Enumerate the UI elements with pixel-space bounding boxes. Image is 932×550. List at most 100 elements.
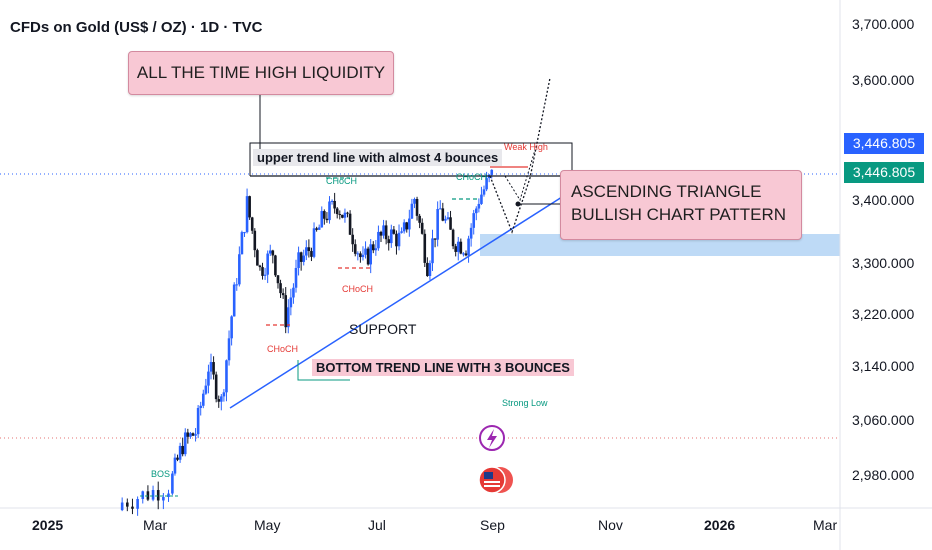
candle-body	[194, 434, 197, 436]
candle-body	[415, 198, 419, 216]
candle-body	[353, 244, 357, 254]
candle-body	[371, 244, 375, 251]
candle-body	[146, 491, 150, 500]
us-flag-event-icon[interactable]	[478, 466, 506, 494]
projection-path-alt	[504, 149, 536, 202]
candle-body	[320, 211, 324, 228]
candle-body	[464, 253, 468, 256]
candle-body	[305, 247, 308, 256]
candle-body	[482, 189, 486, 195]
strong-low-label: Strong Low	[502, 398, 548, 408]
candle-body	[436, 209, 439, 240]
candle-body	[454, 246, 457, 252]
candle-body	[459, 241, 463, 254]
candle-body	[173, 457, 177, 474]
candle-body	[369, 244, 372, 265]
candle-body	[240, 232, 244, 255]
candle-body	[167, 493, 170, 497]
liquidity-callout[interactable]: ALL THE TIME HIGH LIQUIDITY	[128, 51, 394, 95]
candle-body	[402, 222, 406, 232]
candle-body	[333, 200, 336, 209]
candle-body	[312, 228, 316, 257]
candle-body	[253, 230, 257, 251]
candle-body	[232, 284, 236, 317]
us-flag-canton-icon	[484, 472, 493, 479]
candle-body	[209, 362, 213, 372]
price-tick: 3,220.000	[852, 306, 915, 322]
candle-body	[183, 432, 187, 455]
time-label: Mar	[143, 517, 168, 533]
candle-body	[279, 283, 282, 294]
candle-body	[225, 360, 228, 393]
candle-body	[359, 253, 362, 258]
candle-body	[191, 433, 195, 436]
candle-body	[263, 274, 267, 276]
candles	[120, 169, 494, 516]
price-tick: 3,700.000	[852, 16, 915, 32]
triangle-pointer-dot	[515, 201, 521, 207]
candle-body	[207, 371, 210, 386]
candle-body	[315, 228, 318, 230]
candle-body	[480, 194, 483, 204]
candle-body	[294, 267, 298, 288]
candle-body	[151, 490, 155, 500]
price-tick: 3,400.000	[852, 192, 915, 208]
price-tick: 3,600.000	[852, 72, 915, 88]
triangle-callout[interactable]: ASCENDING TRIANGLE BULLISH CHART PATTERN	[560, 170, 802, 240]
candle-body	[377, 231, 380, 249]
candle-body	[186, 432, 190, 437]
bottom-trend-label[interactable]: BOTTOM TREND LINE WITH 3 BOUNCES	[312, 359, 574, 376]
time-label: 2025	[32, 517, 64, 533]
candle-body	[214, 374, 218, 400]
price-tick: 3,060.000	[852, 412, 915, 428]
candle-body	[467, 238, 470, 256]
candle-body	[126, 502, 129, 507]
candle-body	[189, 433, 192, 437]
time-label: May	[254, 517, 281, 533]
candle-body	[136, 499, 139, 509]
candle-body	[317, 227, 321, 230]
projection-path	[489, 77, 551, 234]
candle-body	[156, 490, 160, 501]
candle-body	[178, 445, 182, 460]
upper-trend-box	[249, 142, 573, 176]
candle-body	[196, 407, 200, 435]
price-tick: 3,300.000	[852, 255, 915, 271]
candle-body	[222, 392, 226, 397]
support-label: SUPPORT	[349, 321, 417, 337]
candle-body	[413, 198, 416, 204]
candle-body	[426, 262, 429, 276]
choch-label: CHoCH	[326, 176, 357, 186]
price-tag-blue: 3,446.805	[844, 133, 924, 154]
candle-body	[245, 196, 249, 233]
time-label: Sep	[480, 517, 505, 533]
candle-body	[238, 254, 241, 285]
candle-body	[204, 385, 208, 394]
candle-body	[235, 284, 239, 286]
candle-body	[141, 491, 145, 500]
triangle-callout-line2: BULLISH CHART PATTERN	[571, 205, 787, 224]
candle-body	[449, 217, 452, 230]
candle-body	[217, 399, 221, 402]
candle-body	[227, 338, 231, 361]
time-label: Nov	[598, 517, 623, 533]
lightning-bolt-icon	[487, 429, 497, 448]
support-trend-line	[229, 196, 563, 409]
candle-body	[212, 362, 215, 375]
upper-trend-label[interactable]: upper trend line with almost 4 bounces	[253, 149, 503, 166]
candle-body	[428, 263, 432, 276]
chart-title: CFDs on Gold (US$ / OZ) · 1D · TVC	[10, 19, 263, 36]
candle-body	[364, 248, 367, 255]
candle-body	[423, 233, 427, 263]
candle-body	[348, 213, 352, 235]
candle-body	[469, 227, 473, 239]
candle-body	[274, 255, 277, 276]
bos-label: BOS	[151, 469, 170, 479]
choch-label: CHoCH	[342, 284, 373, 294]
time-label: Jul	[368, 517, 386, 533]
candle-body	[395, 233, 398, 247]
candle-body	[310, 251, 313, 257]
candle-body	[261, 267, 264, 276]
candle-body	[299, 252, 303, 262]
